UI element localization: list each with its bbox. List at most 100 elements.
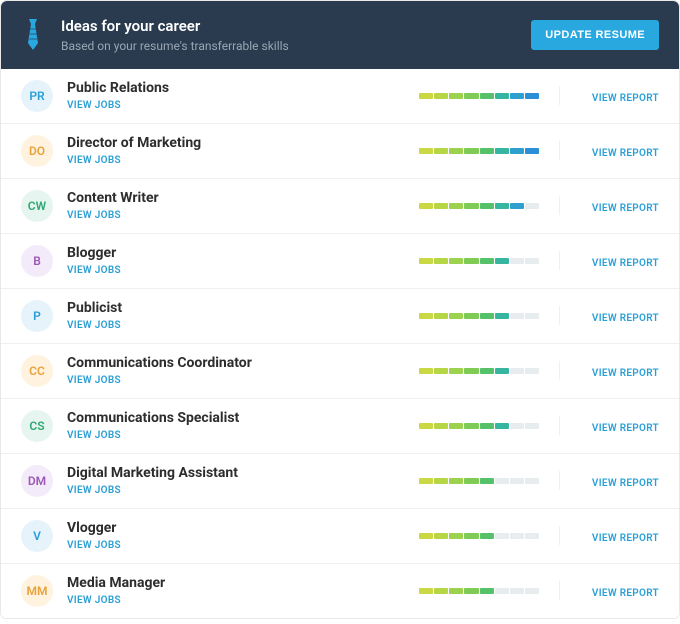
match-bar-segment <box>495 533 509 539</box>
match-bar-segment <box>449 368 463 374</box>
career-row: VVloggerVIEW JOBSVIEW REPORT <box>1 509 679 564</box>
match-bar-segment <box>419 313 433 319</box>
match-bar-segment <box>449 93 463 99</box>
view-report-link[interactable]: VIEW REPORT <box>592 203 659 214</box>
match-bar-segment <box>525 93 539 99</box>
career-ideas-panel: Ideas for your career Based on your resu… <box>0 0 680 619</box>
match-bar-segment <box>495 478 509 484</box>
match-bar-segment <box>464 93 478 99</box>
report-cell: VIEW REPORT <box>559 416 659 435</box>
match-bar-segment <box>510 588 524 594</box>
match-bar-segment <box>434 148 448 154</box>
update-resume-button[interactable]: UPDATE RESUME <box>531 20 659 50</box>
report-cell: VIEW REPORT <box>559 86 659 105</box>
view-jobs-link[interactable]: VIEW JOBS <box>67 540 399 551</box>
report-cell: VIEW REPORT <box>559 251 659 270</box>
career-avatar: CC <box>21 355 53 387</box>
report-cell: VIEW REPORT <box>559 581 659 600</box>
career-avatar: P <box>21 300 53 332</box>
match-bar-segment <box>464 368 478 374</box>
necktie-icon <box>21 19 45 51</box>
view-jobs-link[interactable]: VIEW JOBS <box>67 100 399 111</box>
match-bar-segment <box>510 148 524 154</box>
view-jobs-link[interactable]: VIEW JOBS <box>67 155 399 166</box>
match-bar-segment <box>464 258 478 264</box>
match-bar-segment <box>510 313 524 319</box>
career-title: Communications Specialist <box>67 410 399 427</box>
view-jobs-link[interactable]: VIEW JOBS <box>67 320 399 331</box>
match-bar-segment <box>434 588 448 594</box>
match-bar-segment <box>434 93 448 99</box>
career-avatar: DM <box>21 465 53 497</box>
match-bar-segment <box>449 423 463 429</box>
view-report-link[interactable]: VIEW REPORT <box>592 478 659 489</box>
career-title: Public Relations <box>67 80 399 97</box>
panel-header: Ideas for your career Based on your resu… <box>1 1 679 69</box>
career-info: BloggerVIEW JOBS <box>67 245 399 276</box>
view-jobs-link[interactable]: VIEW JOBS <box>67 430 399 441</box>
header-subtitle: Based on your resume's transferrable ski… <box>61 39 531 53</box>
match-bar-segment <box>525 533 539 539</box>
match-bar-segment <box>480 368 494 374</box>
match-bar-segment <box>510 423 524 429</box>
match-bar-segment <box>480 588 494 594</box>
match-bar-segment <box>480 203 494 209</box>
view-jobs-link[interactable]: VIEW JOBS <box>67 265 399 276</box>
match-bar <box>419 533 539 539</box>
view-report-link[interactable]: VIEW REPORT <box>592 148 659 159</box>
match-bar-segment <box>419 148 433 154</box>
match-bar-segment <box>419 478 433 484</box>
view-jobs-link[interactable]: VIEW JOBS <box>67 595 399 606</box>
match-bar-segment <box>419 588 433 594</box>
career-row: CWContent WriterVIEW JOBSVIEW REPORT <box>1 179 679 234</box>
report-cell: VIEW REPORT <box>559 471 659 490</box>
match-bar-segment <box>419 258 433 264</box>
career-title: Publicist <box>67 300 399 317</box>
view-report-link[interactable]: VIEW REPORT <box>592 258 659 269</box>
career-row: DM Digital Marketing Assistant VIEW JOBS VI… <box>1 454 679 509</box>
match-bar-segment <box>510 203 524 209</box>
match-bar-segment <box>464 313 478 319</box>
career-row: BBloggerVIEW JOBSVIEW REPORT <box>1 234 679 289</box>
career-title: Digital Marketing Assistant <box>67 465 399 482</box>
match-bar-segment <box>525 203 539 209</box>
view-jobs-link[interactable]: VIEW JOBS <box>67 375 399 386</box>
career-info: Digital Marketing Assistant VIEW JOBS <box>67 465 399 496</box>
match-bar-segment <box>495 203 509 209</box>
view-report-link[interactable]: VIEW REPORT <box>592 313 659 324</box>
match-bar-segment <box>495 368 509 374</box>
career-avatar: MM <box>21 575 53 607</box>
report-cell: VIEW REPORT <box>559 361 659 380</box>
view-report-link[interactable]: VIEW REPORT <box>592 93 659 104</box>
career-info: Content WriterVIEW JOBS <box>67 190 399 221</box>
match-bar-segment <box>525 423 539 429</box>
match-bar-segment <box>419 533 433 539</box>
match-bar-segment <box>434 313 448 319</box>
view-report-link[interactable]: VIEW REPORT <box>592 588 659 599</box>
match-bar-segment <box>434 258 448 264</box>
match-bar-segment <box>480 478 494 484</box>
match-bar-segment <box>419 423 433 429</box>
match-bar-segment <box>480 423 494 429</box>
match-bar-segment <box>464 423 478 429</box>
view-report-link[interactable]: VIEW REPORT <box>592 368 659 379</box>
match-bar-segment <box>495 588 509 594</box>
match-bar-segment <box>495 93 509 99</box>
view-report-link[interactable]: VIEW REPORT <box>592 423 659 434</box>
match-bar-segment <box>449 148 463 154</box>
career-info: Media ManagerVIEW JOBS <box>67 575 399 606</box>
match-bar <box>419 93 539 99</box>
career-row: DODirector of MarketingVIEW JOBSVIEW REP… <box>1 124 679 179</box>
match-bar-segment <box>464 478 478 484</box>
match-bar-segment <box>495 148 509 154</box>
match-bar-segment <box>510 533 524 539</box>
career-row: P Publicist VIEW JOBS VIEW REPORT <box>1 289 679 344</box>
view-jobs-link[interactable]: VIEW JOBS <box>67 210 399 221</box>
view-report-link[interactable]: VIEW REPORT <box>592 533 659 544</box>
match-bar-segment <box>449 258 463 264</box>
match-bar-segment <box>495 423 509 429</box>
view-jobs-link[interactable]: VIEW JOBS <box>67 485 399 496</box>
match-bar-segment <box>449 203 463 209</box>
match-bar-segment <box>480 313 494 319</box>
match-bar-segment <box>480 258 494 264</box>
